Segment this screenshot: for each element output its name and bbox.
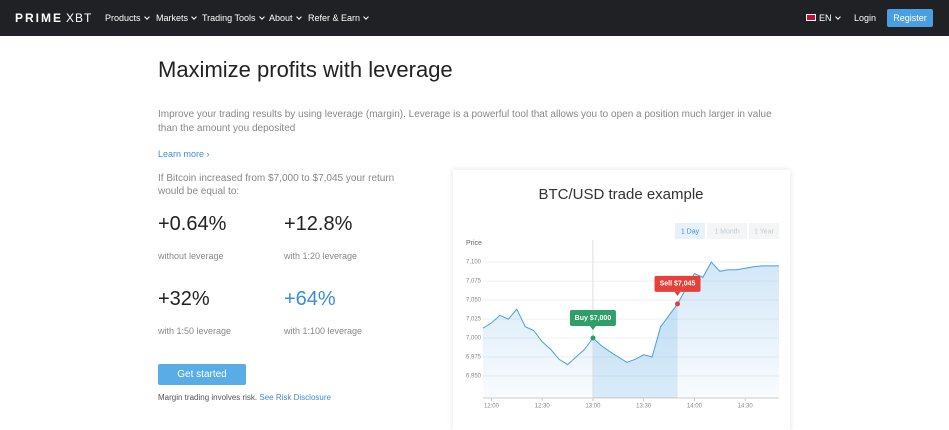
range-button-label: 1 Month — [714, 228, 739, 235]
nav-item-text: Markets — [156, 13, 189, 23]
description: Improve your trading results by using le… — [158, 109, 772, 134]
y-tick-label: 7,100 — [466, 260, 482, 266]
y-tick-label: 7,025 — [466, 317, 482, 323]
language[interactable]: EN — [819, 13, 841, 23]
annotation-box — [569, 310, 616, 327]
nav-item[interactable]: Markets — [156, 13, 197, 23]
y-tick-label: 7,075 — [466, 279, 482, 285]
range-button[interactable] — [707, 223, 747, 239]
stat-value: +0.64% — [158, 213, 227, 235]
y-tick-label: 7,000 — [466, 336, 482, 342]
heading: Maximize profits with leverage — [158, 57, 453, 82]
stat-label: without leverage — [158, 251, 224, 261]
logo[interactable]: XBT — [66, 11, 93, 25]
x-tick-label: 12:30 — [535, 404, 551, 410]
annotation-pointer — [674, 291, 681, 296]
annotation-pointer — [589, 326, 596, 331]
y-axis-label: Price — [466, 240, 482, 247]
chart: BTC/USD trade example Price 1 Day 1 Month… — [466, 186, 779, 410]
nav-item[interactable]: Products — [105, 13, 150, 23]
annotation-box — [654, 275, 701, 292]
annotation-label: Sell $7,045 — [660, 281, 696, 288]
get-started-button[interactable]: Get started — [158, 364, 246, 385]
annotation-label: Buy $7,000 — [575, 315, 612, 322]
login[interactable]: Login — [854, 13, 877, 23]
x-tick-label: 13:30 — [636, 404, 652, 410]
nav-item[interactable]: Refer & Earn — [308, 13, 369, 23]
intro: If Bitcoin increased from $7,000 to $7,0… — [158, 173, 395, 197]
chevron — [258, 14, 265, 20]
range-button[interactable] — [675, 223, 705, 239]
range-button-label: 1 Year — [754, 228, 775, 235]
y-tick-label: 6,950 — [466, 374, 482, 380]
stat-label: with 1:50 leverage — [158, 326, 232, 336]
nav-bar: PRIME XBT EN Login Register Products Mark… — [0, 0, 949, 36]
x-tick-label: 13:00 — [585, 404, 601, 410]
stat-label: with 1:20 leverage — [284, 251, 358, 261]
nav-item-text: About — [269, 13, 293, 23]
trade-marker — [590, 335, 596, 341]
y-tick-label: 7,050 — [466, 298, 482, 304]
stat-value: +64% — [284, 288, 336, 310]
area — [483, 262, 779, 398]
register-button[interactable]: Register — [887, 9, 933, 27]
chevron — [191, 14, 197, 20]
range-button[interactable] — [749, 223, 779, 239]
stat-label: with 1:100 leverage — [284, 326, 363, 336]
x-tick-label: 12:00 — [484, 404, 500, 410]
chevron — [295, 14, 302, 20]
chevron — [363, 14, 369, 20]
chart-card: BTC/USD trade example Price 1 Day 1 Month… — [453, 170, 790, 430]
stat-value: +32% — [158, 288, 210, 310]
x-tick-label: 14:30 — [738, 404, 754, 410]
range-button-label: 1 Day — [681, 228, 700, 235]
x-tick-label: 14:00 — [687, 404, 703, 410]
language-text: EN — [819, 13, 832, 23]
logo[interactable]: PRIME — [15, 11, 64, 25]
chevron — [143, 14, 150, 20]
trade-range — [592, 303, 678, 398]
y-tick-label: 6,975 — [466, 355, 482, 361]
price-line — [482, 261, 779, 366]
risk-link[interactable]: See Risk Disclosure — [259, 393, 331, 402]
learn-more-link[interactable]: Learn more › — [158, 149, 210, 159]
stat-value: +12.8% — [284, 213, 353, 235]
disclaimer: Margin trading involves risk. See Risk D… — [158, 393, 331, 402]
flag-icon — [806, 14, 816, 21]
nav-item-text: Refer & Earn — [308, 13, 361, 23]
nav-item-text: Trading Tools — [202, 13, 256, 23]
trade-marker — [675, 301, 681, 307]
nav-item-text: Products — [105, 13, 141, 23]
disclaimer-text: Margin trading involves risk. — [158, 393, 258, 402]
nav-item[interactable]: About — [269, 13, 302, 23]
nav-item[interactable]: Trading Tools — [202, 13, 265, 23]
chart-title: BTC/USD trade example — [538, 186, 703, 203]
